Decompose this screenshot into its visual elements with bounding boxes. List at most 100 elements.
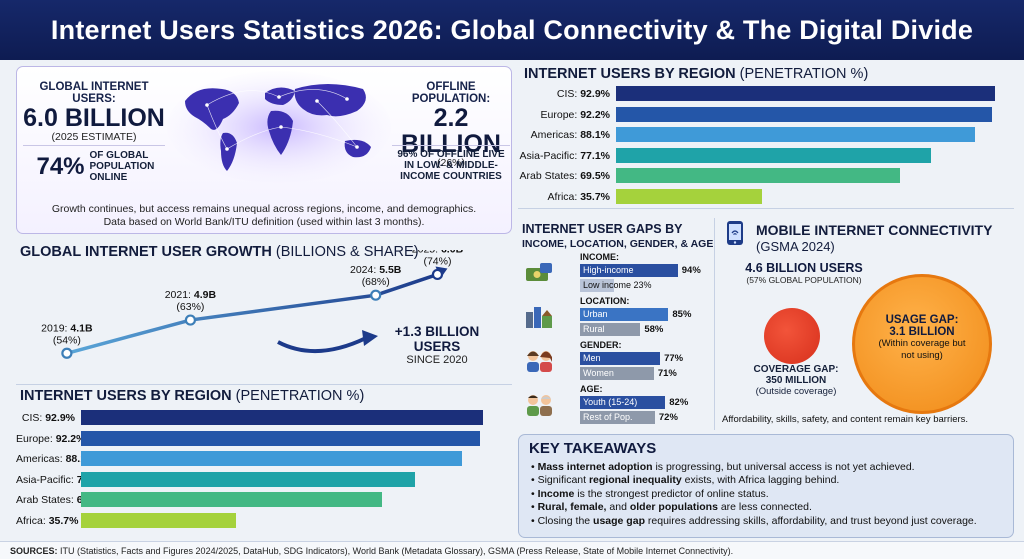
page-title: Internet Users Statistics 2026: Global C… xyxy=(50,14,974,45)
gap-group-heading: GENDER: xyxy=(580,340,622,350)
usage-gap-circle xyxy=(852,274,992,414)
city-icon xyxy=(524,304,554,335)
growth-chart-title: GLOBAL INTERNET USER GROWTH (BILLIONS & … xyxy=(20,244,419,260)
region-label: CIS: 92.9% xyxy=(556,88,610,100)
usage-gap-stat: USAGE GAP: 3.1 BILLION (Within coverage … xyxy=(866,314,978,362)
hero-note: Growth continues, but access remains une… xyxy=(27,203,501,229)
offline-lmic-stat: 96% OF OFFLINE LIVE IN LOW- & MIDDLE-INC… xyxy=(392,145,510,182)
gap-bar: Rest of Pop. xyxy=(580,411,655,424)
region-bar xyxy=(616,106,993,122)
hero-note-line1: Growth continues, but access remains une… xyxy=(51,203,477,215)
region-bar xyxy=(81,471,415,487)
usage-gap-title: USAGE GAP: xyxy=(885,314,959,326)
gap-group-heading: LOCATION: xyxy=(580,296,630,306)
gaps-title-2: INCOME, LOCATION, GENDER, & AGE xyxy=(522,238,714,250)
mobile-phone-icon xyxy=(727,221,743,245)
growth-point-label: 2024: 5.5B xyxy=(350,264,402,276)
growth-callout-arrowhead xyxy=(362,330,378,346)
regions-left-title-rest: (PENETRATION %) xyxy=(231,388,365,404)
takeaway-item: Rural, female, and older populations are… xyxy=(531,501,1005,514)
usage-gap-value: 3.1 BILLION xyxy=(889,326,955,338)
growth-point-share: (63%) xyxy=(176,301,204,313)
mobile-title-1: MOBILE INTERNET CONNECTIVITY xyxy=(756,222,993,238)
key-takeaways-card: KEY TAKEAWAYS Mass internet adoption is … xyxy=(518,434,1014,538)
gap-bar: Rural xyxy=(580,323,641,336)
growth-callout-arrow xyxy=(277,336,367,353)
region-bar xyxy=(81,410,484,425)
right-divider xyxy=(518,208,1014,209)
gap-bar: Urban xyxy=(580,308,669,321)
gap-bar: High-income xyxy=(580,264,678,277)
online-share-stat: 74% OF GLOBAL POPULATION ONLINE xyxy=(23,145,165,183)
gap-bar-value: 82% xyxy=(669,397,689,408)
takeaway-item: Income is the strongest predictor of onl… xyxy=(531,488,1005,501)
offline-lmic-text: 96% OF OFFLINE LIVE IN LOW- & MIDDLE-INC… xyxy=(392,149,510,182)
takeaway-item: Significant regional inequality exists, … xyxy=(531,474,1005,487)
region-label: Europe: 92.2% xyxy=(16,432,86,445)
region-bar xyxy=(81,430,481,446)
growth-point-label: 2025: 6.0B xyxy=(412,250,464,255)
region-label: CIS: 92.9% xyxy=(21,412,75,424)
gap-bar: Youth (15-24) xyxy=(580,396,666,409)
mobile-users-stat: 4.6 BILLION USERS (57% GLOBAL POPULATION… xyxy=(734,261,874,285)
region-label: Asia-Pacific: 77.1% xyxy=(16,473,106,486)
growth-point xyxy=(431,268,444,281)
offline-population-stat: OFFLINE POPULATION: 2.2 BILLION (26%) xyxy=(392,81,510,169)
sources-text: ITU (Statistics, Facts and Figures 2024/… xyxy=(57,546,734,556)
regions-right-chart: CIS: 92.9% Europe: 92.2% Americas: 88.1% As… xyxy=(518,86,1014,206)
offline-population-value: 2.2 BILLION xyxy=(401,104,501,158)
mobile-users-sub: (57% GLOBAL POPULATION) xyxy=(746,275,862,285)
growth-point-label: 2021: 4.9B xyxy=(165,289,217,301)
offline-population-label: OFFLINE POPULATION: xyxy=(411,81,491,105)
region-label: Arab States: 69.5% xyxy=(16,494,106,506)
offline-lmic-pct: 96% xyxy=(397,149,418,160)
region-bar xyxy=(616,127,976,143)
gap-bar-value: 72% xyxy=(658,412,678,423)
growth-title-bold: GLOBAL INTERNET USER GROWTH xyxy=(20,244,272,260)
mobile-users-value: 4.6 BILLION USERS xyxy=(745,261,863,275)
gap-bar: Women xyxy=(580,367,654,380)
global-users-value: 6.0 BILLION xyxy=(23,104,165,132)
sources-footer: SOURCES: ITU (Statistics, Facts and Figu… xyxy=(0,541,1024,559)
growth-line-chart: 2019: 4.1B(54%) 2021: 4.9B(63%) 2024: 5.5B… xyxy=(41,250,464,359)
growth-point-share: (54%) xyxy=(53,334,81,346)
regions-left-chart: CIS: 92.9% Europe: 92.2% Americas: 88.1% As… xyxy=(16,410,512,534)
takeaway-item: Mass internet adoption is progressing, b… xyxy=(531,461,1005,474)
gap-bar: Men xyxy=(580,352,661,365)
region-bar xyxy=(616,86,996,101)
region-label: Europe: 92.2% xyxy=(540,108,610,121)
mobile-connectivity-panel: MOBILE INTERNET CONNECTIVITY (GSMA 2024)… xyxy=(716,212,1016,430)
region-bar xyxy=(616,147,931,163)
world-map-icon xyxy=(167,71,391,183)
growth-callout-value: +1.3 BILLION USERS xyxy=(394,324,480,354)
coverage-gap-circle xyxy=(764,308,820,364)
gap-bar-value: 58% xyxy=(644,324,664,335)
takeaways-title: KEY TAKEAWAYS xyxy=(529,440,657,457)
gap-bar-value: 94% xyxy=(681,265,701,276)
hero-note-line2: Data based on World Bank/ITU definition … xyxy=(103,216,425,228)
growth-point xyxy=(61,347,73,359)
gap-bar-value: 77% xyxy=(664,353,684,364)
offline-population-sub: (26%) xyxy=(436,157,465,169)
sources-label: SOURCES: xyxy=(10,546,58,556)
region-bar xyxy=(81,451,463,466)
global-users-sub: (2025 ESTIMATE) xyxy=(51,131,137,143)
growth-point-label: 2019: 4.1B xyxy=(41,322,93,334)
gap-bar-value: 71% xyxy=(657,368,677,379)
online-share-text: OF GLOBAL POPULATION ONLINE xyxy=(89,150,155,183)
coverage-gap-sub: (Outside coverage) xyxy=(755,386,837,397)
gaps-title-1: INTERNET USER GAPS BY xyxy=(522,222,683,236)
growth-series-line xyxy=(66,272,439,355)
region-bar xyxy=(616,189,762,204)
growth-point xyxy=(370,289,382,301)
gap-bar: Low income 23% xyxy=(580,279,652,292)
regions-right-title-bold: INTERNET USERS BY REGION xyxy=(524,66,736,82)
coverage-gap-stat: COVERAGE GAP: 350 MILLION (Outside cover… xyxy=(736,364,856,397)
takeaways-list: Mass internet adoption is progressing, b… xyxy=(531,461,1005,528)
offline-lmic-desc: OF OFFLINE LIVE IN LOW- & MIDDLE-INCOME … xyxy=(400,149,505,182)
growth-callout-sub: SINCE 2020 xyxy=(406,354,468,366)
gap-bar-value: 85% xyxy=(672,309,692,320)
region-bar xyxy=(616,168,900,184)
growth-callout: +1.3 BILLION USERS SINCE 2020 xyxy=(372,324,502,366)
region-label: Americas: 88.1% xyxy=(16,453,95,465)
